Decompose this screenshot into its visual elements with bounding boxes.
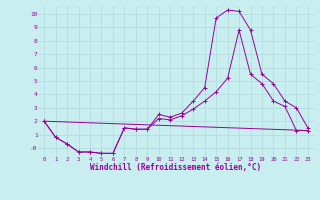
- X-axis label: Windchill (Refroidissement éolien,°C): Windchill (Refroidissement éolien,°C): [91, 163, 261, 172]
